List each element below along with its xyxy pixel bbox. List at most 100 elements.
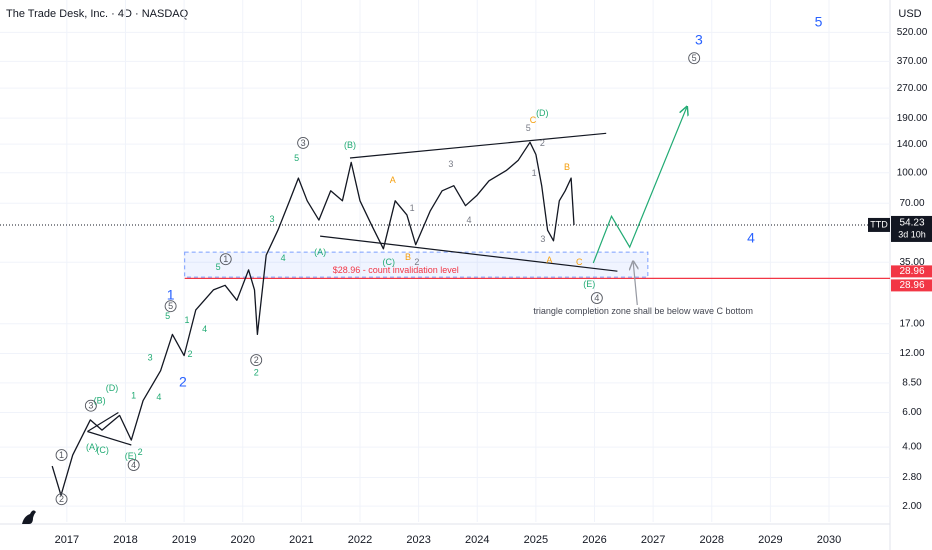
- wave-label: 5: [526, 123, 531, 133]
- trendline: [87, 430, 132, 446]
- wave-circle: [55, 449, 68, 462]
- wave-circle: [297, 136, 310, 149]
- wave-label: 4: [131, 460, 136, 470]
- y-tick-label: 8.50: [902, 377, 922, 388]
- wave-label: 1: [410, 203, 415, 213]
- invalidation-tag-bg: [891, 279, 932, 292]
- x-tick-label: 2018: [113, 534, 137, 546]
- wave-label: 3: [540, 234, 545, 244]
- x-tick-label: 2019: [172, 534, 196, 546]
- wave-label: 1: [185, 315, 190, 325]
- wave-label: 4: [202, 324, 207, 334]
- x-tick-label: 2028: [700, 534, 724, 546]
- annotation-note: $28.96 - count invalidation level: [333, 265, 459, 275]
- wave-label: 5: [216, 262, 221, 272]
- y-tick-label: 12.00: [899, 348, 924, 359]
- x-tick-label: 2017: [55, 534, 79, 546]
- wave-label: 1: [131, 391, 136, 401]
- grid: [0, 0, 890, 522]
- price-tag-bg: [868, 217, 890, 232]
- wave-label: 3: [270, 214, 275, 224]
- wave-label: 5: [294, 153, 299, 163]
- x-tick-label: 2030: [817, 534, 841, 546]
- x-tick-label: 2023: [406, 534, 430, 546]
- y-unit: USD: [898, 8, 921, 20]
- y-tick-label: 6.00: [902, 407, 922, 418]
- wave-label: B: [564, 162, 570, 172]
- y-tick-label: 4.00: [902, 442, 922, 453]
- wave-circle: [250, 354, 263, 367]
- wave-label: B: [405, 252, 411, 262]
- tv-logo: [22, 510, 36, 524]
- x-tick-label: 2022: [348, 534, 372, 546]
- invalidation-tag: 28.96: [899, 280, 924, 291]
- wave-label: 2: [187, 349, 192, 359]
- y-tick-label: 17.00: [899, 318, 924, 329]
- wave-label: 5: [815, 13, 823, 29]
- wave-circle: [164, 300, 177, 313]
- wave-label: 3: [148, 353, 153, 363]
- y-tick-label: 370.00: [897, 56, 928, 67]
- wave-label: (C): [96, 445, 109, 455]
- x-tick-label: 2020: [230, 534, 254, 546]
- wave-label: 4: [747, 229, 755, 245]
- wave-label: (B): [94, 395, 106, 405]
- wave-circle: [219, 253, 232, 266]
- wave-label: 3: [88, 401, 93, 411]
- y-tick-label: 520.00: [897, 27, 928, 38]
- wave-label: C: [530, 115, 537, 125]
- wave-label: C: [576, 257, 583, 267]
- wave-label: 4: [594, 293, 599, 303]
- wave-label: 5: [165, 311, 170, 321]
- wave-label: 3: [695, 31, 703, 47]
- completion-zone: [184, 251, 649, 278]
- wave-circle: [127, 459, 140, 471]
- trendline: [87, 411, 119, 433]
- x-tick-label: 2021: [289, 534, 313, 546]
- wave-label: 3: [448, 159, 453, 169]
- wave-label: 2: [254, 367, 259, 377]
- wave-label: 4: [281, 253, 286, 263]
- wave-label: A: [546, 255, 552, 265]
- wave-label: 4: [467, 215, 472, 225]
- wave-label: 5: [168, 301, 173, 311]
- invalidation-tag-bg: [891, 265, 932, 278]
- wave-label: 1: [223, 254, 228, 264]
- wave-label: (A): [314, 247, 326, 257]
- trendline: [349, 132, 607, 159]
- x-tick-label: 2024: [465, 534, 489, 546]
- wave-label: 2: [179, 373, 187, 389]
- wave-label: (E): [583, 279, 595, 289]
- series-name: TTD: [870, 219, 888, 229]
- x-tick-label: 2025: [524, 534, 548, 546]
- wave-label: (A): [86, 442, 98, 452]
- wave-label: 2: [138, 447, 143, 457]
- wave-label: 2: [59, 494, 64, 504]
- wave-circle: [84, 399, 97, 412]
- wave-label: A: [390, 175, 396, 185]
- x-tick-label: 2026: [582, 534, 606, 546]
- y-tick-label: 140.00: [897, 139, 928, 150]
- y-tick-label: 2.00: [902, 501, 922, 512]
- wave-label: (E): [125, 451, 137, 461]
- y-tick-label: 100.00: [897, 167, 928, 178]
- wave-label: 1: [59, 450, 64, 460]
- y-tick-label: 190.00: [897, 113, 928, 124]
- wave-label: 1: [532, 168, 537, 178]
- trendline: [320, 235, 618, 272]
- trendline: [633, 262, 637, 306]
- annotation-note: triangle completion zone shall be below …: [533, 306, 753, 316]
- wave-label: (C): [382, 257, 395, 267]
- wave-circle: [590, 292, 603, 304]
- wave-label: (D): [536, 108, 549, 118]
- wave-label: 4: [156, 392, 161, 402]
- wave-label: 1: [167, 286, 175, 302]
- countdown: 3d 10h: [898, 229, 926, 239]
- x-tick-label: 2029: [758, 534, 782, 546]
- y-tick-label: 270.00: [897, 83, 928, 94]
- y-tick-label: 70.00: [899, 198, 924, 209]
- wave-label: 5: [692, 53, 697, 63]
- y-tick-label: 35.00: [899, 257, 924, 268]
